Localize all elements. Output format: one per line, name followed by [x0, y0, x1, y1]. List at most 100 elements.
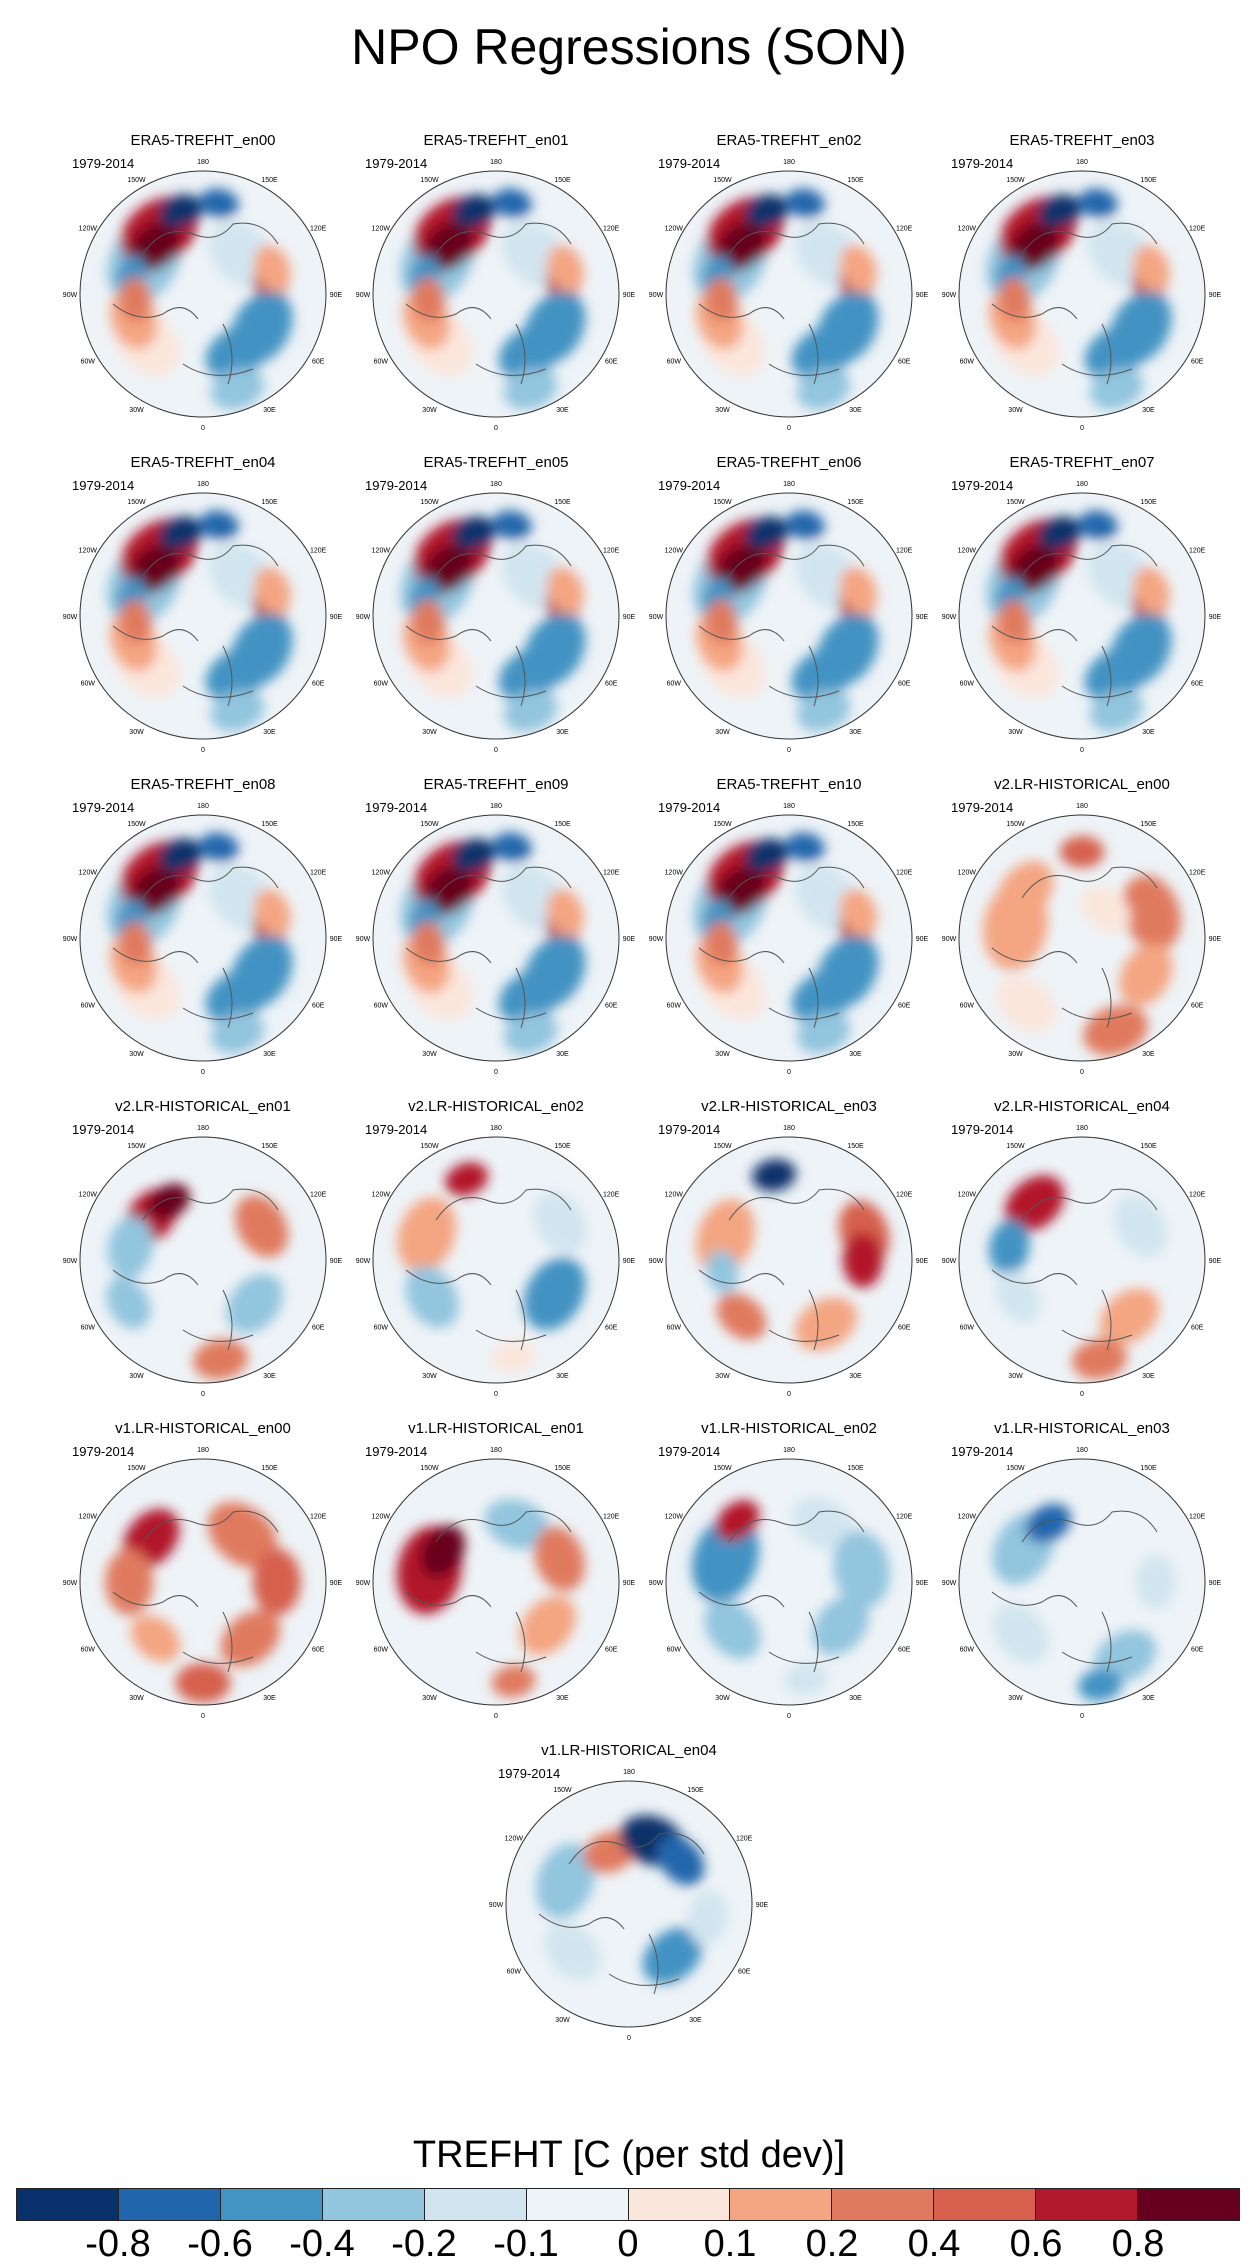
longitude-label: 60E [312, 1325, 325, 1332]
longitude-label: 120E [896, 870, 913, 877]
longitude-label: 0 [1080, 1391, 1084, 1398]
longitude-label: 90W [356, 292, 371, 299]
longitude-label: 30W [129, 1051, 144, 1058]
coastline [112, 222, 279, 385]
longitude-label: 30E [556, 1051, 569, 1058]
anomaly-region [998, 599, 1031, 644]
anomaly-region [519, 1595, 576, 1656]
coastline [991, 1188, 1158, 1351]
longitude-label: 120W [665, 870, 684, 877]
anomaly-region [397, 1197, 457, 1273]
longitude-label: 150E [554, 499, 571, 506]
longitude-label: 120E [1189, 1514, 1206, 1521]
anomaly-region [704, 1599, 761, 1660]
anomaly-region [996, 975, 1057, 1033]
panel-title: v1.LR-HISTORICAL_en01 [408, 1420, 584, 1437]
longitude-label: 30W [129, 729, 144, 736]
longitude-label: 0 [787, 425, 791, 432]
polar-map: 180 150W 150E 120W 120E 90W 90E 60W 60E 30W 30E 0 [942, 481, 1222, 754]
longitude-label: 180 [197, 803, 209, 810]
longitude-label: 180 [783, 1447, 795, 1454]
longitude-label: 90W [942, 1258, 957, 1265]
map-boundary [505, 1780, 753, 2028]
longitude-label: 180 [1076, 481, 1088, 488]
longitude-label: 150W [127, 1143, 146, 1150]
longitude-label: 60E [605, 681, 618, 688]
polar-map: 180 150W 150E 120W 120E 90W 90E 60W 60E 30W 30E 0 [942, 803, 1222, 1076]
longitude-label: 30W [422, 1373, 437, 1380]
longitude-label: 90W [649, 292, 664, 299]
anomaly-region [1084, 325, 1147, 380]
longitude-label: 90E [330, 292, 343, 299]
longitude-label: 60W [960, 681, 975, 688]
anomaly-region [205, 969, 268, 1024]
longitude-label: 150W [713, 177, 732, 184]
anomaly-region [992, 1603, 1049, 1664]
longitude-label: 90W [63, 1580, 78, 1587]
map-boundary [958, 1136, 1206, 1384]
longitude-label: 150W [420, 1143, 439, 1150]
anomaly-region [785, 832, 825, 862]
longitude-label: 90W [356, 936, 371, 943]
longitude-label: 30W [715, 407, 730, 414]
anomaly-region [451, 516, 496, 550]
longitude-label: 180 [197, 481, 209, 488]
longitude-label: 60E [898, 359, 911, 366]
longitude-label: 120W [665, 548, 684, 555]
longitude-label: 180 [1076, 159, 1088, 166]
map-panel: 180 150W 150E 120W 120E 90W 90E 60W 60E 30W 30E 0 ER… [937, 454, 1227, 754]
longitude-label: 120E [1189, 226, 1206, 233]
anomaly-region [1084, 647, 1147, 702]
longitude-label: 90E [756, 1902, 769, 1909]
longitude-label: 30W [1008, 1695, 1023, 1702]
polar-map: 180 150W 150E 120W 120E 90W 90E 60W 60E 30W 30E 0 [489, 1769, 769, 2042]
panel-period: 1979-2014 [72, 1444, 135, 1459]
longitude-label: 0 [201, 1069, 205, 1076]
panel-title: v2.LR-HISTORICAL_en01 [115, 1098, 291, 1115]
anomaly-region [997, 860, 1054, 921]
longitude-label: 0 [201, 747, 205, 754]
anomaly-region [210, 689, 265, 732]
longitude-label: 30W [715, 1695, 730, 1702]
longitude-label: 180 [1076, 1447, 1088, 1454]
longitude-label: 30W [715, 1051, 730, 1058]
panel-title: v1.LR-HISTORICAL_en03 [994, 1420, 1170, 1437]
panel-period: 1979-2014 [658, 478, 721, 493]
map-panel: 180 150W 150E 120W 120E 90W 90E 60W 60E 30W 30E 0 ER… [644, 132, 934, 432]
longitude-label: 120E [603, 1192, 620, 1199]
longitude-label: 30E [849, 1695, 862, 1702]
colorbar-tick-label: -0.6 [187, 2223, 253, 2265]
longitude-label: 150E [1140, 177, 1157, 184]
map-panel: 180 150W 150E 120W 120E 90W 90E 60W 60E 30W 30E 0 ER… [644, 454, 934, 754]
colorbar-tick-label: 0.2 [805, 2223, 859, 2265]
panel-title: ERA5-TREFHT_en00 [130, 132, 276, 149]
coastline [991, 866, 1158, 1029]
longitude-label: 150W [127, 821, 146, 828]
panel-title: ERA5-TREFHT_en01 [423, 132, 569, 149]
anomaly-region [785, 188, 825, 218]
longitude-label: 30E [849, 407, 862, 414]
anomaly-region [210, 367, 265, 410]
longitude-label: 30E [1142, 1373, 1155, 1380]
colorbar-title: TREFHT [C (per std dev)] [412, 2134, 846, 2176]
longitude-label: 150W [420, 177, 439, 184]
anomaly-region [226, 1273, 283, 1334]
anomaly-region [207, 1502, 278, 1568]
anomaly-region [705, 599, 738, 644]
longitude-label: 180 [490, 1447, 502, 1454]
longitude-label: 150E [1140, 821, 1157, 828]
longitude-label: 90E [330, 614, 343, 621]
longitude-label: 120W [372, 870, 391, 877]
map-boundary [372, 492, 620, 740]
longitude-label: 120E [896, 548, 913, 555]
anomaly-region [498, 325, 561, 380]
longitude-label: 180 [623, 1769, 635, 1776]
anomaly-region [687, 1890, 728, 1946]
longitude-label: 150E [261, 1465, 278, 1472]
anomaly-region [1078, 188, 1118, 218]
map-panel: 180 150W 150E 120W 120E 90W 90E 60W 60E 30W 30E 0 v1… [644, 1420, 934, 1720]
panel-period: 1979-2014 [658, 800, 721, 815]
map-boundary [79, 492, 327, 740]
longitude-label: 0 [494, 1391, 498, 1398]
longitude-label: 120E [896, 1192, 913, 1199]
